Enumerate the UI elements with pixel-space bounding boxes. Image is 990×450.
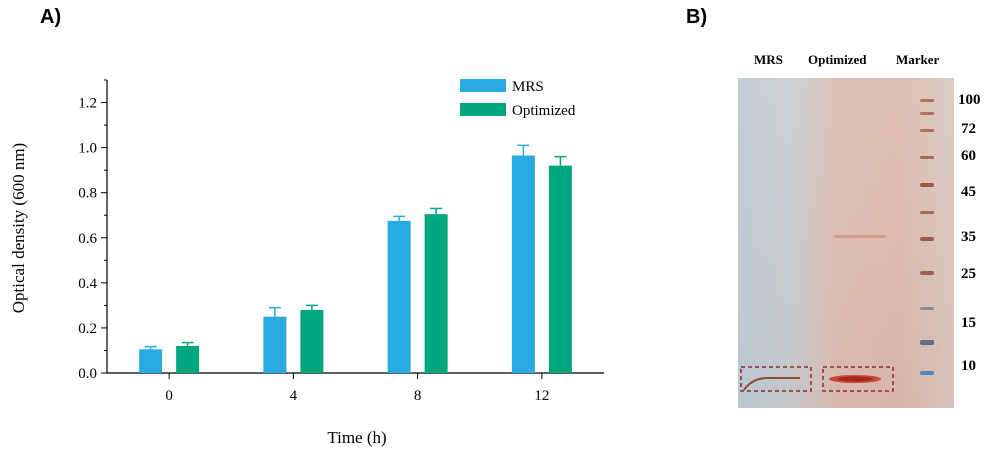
- optimized-band-35: [834, 235, 886, 238]
- bar-optimized-8: [424, 214, 448, 373]
- legend-swatch-optimized: [460, 103, 506, 116]
- y-tick-label-5: 1.0: [78, 141, 97, 157]
- y-tick-label-6: 1.2: [78, 96, 97, 112]
- mw-label-60: 60: [961, 148, 976, 164]
- marker-band-15: [920, 340, 934, 345]
- legend-swatch-mrs: [460, 79, 506, 92]
- x-tick-label-1: 4: [290, 388, 298, 404]
- bar-optimized-12: [548, 165, 572, 373]
- marker-band-72: [920, 129, 934, 132]
- mw-label-35: 35: [961, 229, 976, 245]
- marker-band-10: [920, 371, 934, 375]
- x-axis-label: Time (h): [327, 428, 386, 447]
- bar-optimized-0: [176, 345, 200, 373]
- mw-label-15: 15: [961, 315, 976, 331]
- marker-band-40: [920, 211, 934, 214]
- y-tick-label-0: 0.0: [78, 366, 97, 382]
- marker-band-90: [920, 112, 934, 115]
- panel-a-letter: A): [40, 6, 62, 28]
- marker-band-60: [920, 156, 934, 159]
- y-tick-label-4: 0.8: [78, 186, 97, 202]
- bar-mrs-12: [511, 155, 535, 373]
- mw-label-25: 25: [961, 266, 976, 282]
- chart-legend: MRS Optimized: [460, 79, 576, 119]
- marker-ladder: [920, 99, 934, 375]
- bar-optimized-4: [300, 309, 324, 373]
- lane-label-marker: Marker: [896, 52, 940, 67]
- mrs-highlight-box: [740, 366, 812, 392]
- mw-label-10: 10: [961, 358, 976, 374]
- x-tick-label-2: 8: [414, 388, 422, 404]
- bar-chart: 0.00.20.40.60.81.01.20 4 8 12 MRSOptimized …: [9, 79, 604, 447]
- chart-bars: [139, 144, 572, 373]
- optimized-highlight-box: [822, 366, 894, 392]
- y-axis-label: Optical density (600 nm): [9, 143, 28, 313]
- mrs-band-curve: [743, 377, 800, 391]
- marker-band-100: [920, 99, 934, 102]
- marker-band-20: [920, 307, 934, 310]
- bar-mrs-8: [387, 220, 411, 373]
- sds-page-gel: [738, 78, 954, 408]
- x-tick-label-0: 0: [165, 388, 173, 404]
- lane-label-optimized: Optimized: [808, 52, 867, 67]
- y-tick-label-1: 0.2: [78, 321, 97, 337]
- marker-band-25: [920, 271, 934, 275]
- legend-label-mrs: MRS: [512, 79, 544, 95]
- mw-label-45: 45: [961, 184, 976, 200]
- legend-label-optimized: Optimized: [512, 103, 576, 119]
- mw-label-100: 100: [958, 92, 981, 108]
- y-tick-label-2: 0.4: [78, 276, 97, 292]
- mw-label-72: 72: [961, 121, 976, 137]
- bar-mrs-4: [263, 316, 287, 373]
- marker-band-45: [920, 183, 934, 187]
- lane-label-mrs: MRS: [754, 52, 783, 67]
- marker-band-35: [920, 237, 934, 241]
- x-tick-label-3: 12: [534, 388, 549, 404]
- panel-b-letter: B): [686, 6, 708, 28]
- bar-mrs-0: [139, 349, 163, 373]
- y-tick-label-3: 0.6: [78, 231, 97, 247]
